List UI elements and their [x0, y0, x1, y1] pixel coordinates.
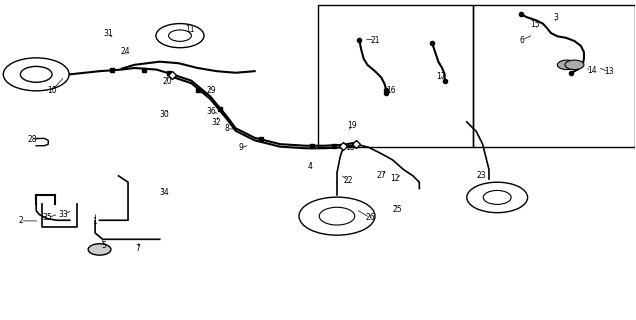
Text: 21: 21	[370, 36, 380, 44]
Text: 12: 12	[391, 174, 400, 183]
Bar	[318, 4, 473, 147]
Text: 29: 29	[207, 86, 216, 95]
Text: 25: 25	[392, 205, 402, 214]
Text: 27: 27	[377, 171, 386, 180]
Bar	[473, 4, 635, 147]
Text: 26: 26	[365, 213, 375, 222]
Text: 15: 15	[530, 20, 540, 29]
Text: 9: 9	[238, 143, 243, 152]
Text: 31: 31	[103, 28, 113, 38]
Text: 3: 3	[553, 13, 558, 22]
Text: 30: 30	[160, 109, 170, 118]
Text: 33: 33	[59, 210, 68, 219]
Text: 23: 23	[476, 171, 486, 180]
Circle shape	[565, 60, 584, 69]
Text: 22: 22	[343, 176, 353, 185]
Text: 1: 1	[92, 217, 97, 226]
Text: 5: 5	[102, 241, 106, 250]
Text: 7: 7	[135, 244, 140, 253]
Text: 18: 18	[345, 143, 354, 152]
Text: 16: 16	[386, 86, 396, 95]
Text: 19: 19	[347, 121, 356, 130]
Circle shape	[557, 60, 576, 69]
Text: 24: 24	[120, 47, 130, 56]
Text: 6: 6	[520, 36, 524, 44]
Text: 28: 28	[27, 135, 36, 144]
Text: 35: 35	[43, 213, 53, 222]
Text: 11: 11	[185, 25, 195, 35]
Text: 34: 34	[160, 188, 170, 197]
Text: 2: 2	[18, 216, 23, 225]
Text: 36: 36	[207, 107, 216, 116]
Text: 13: 13	[604, 67, 614, 76]
Text: 20: 20	[162, 77, 172, 86]
Circle shape	[88, 244, 111, 255]
Text: 17: 17	[437, 72, 446, 81]
Text: 14: 14	[587, 66, 597, 75]
Text: 4: 4	[307, 163, 312, 172]
Text: 10: 10	[47, 86, 57, 95]
Text: 8: 8	[225, 124, 229, 133]
Text: 32: 32	[212, 118, 221, 127]
